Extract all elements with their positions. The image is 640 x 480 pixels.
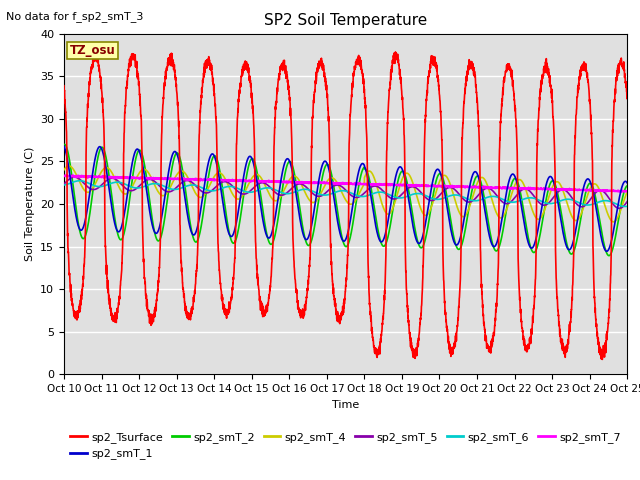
sp2_smT_5 [70, 174, 78, 180]
sp2_smT_1 [570, 237, 577, 243]
sp2_smT_1 [181, 193, 189, 199]
sp2_smT_4 [411, 185, 419, 191]
sp2_smT_5 [411, 184, 419, 190]
sp2_smT_6 [218, 186, 225, 192]
Line: sp2_smT_7: sp2_smT_7 [64, 175, 627, 192]
sp2_smT_7 [401, 183, 408, 189]
sp2_smT_7 [623, 189, 631, 195]
sp2_smT_5 [181, 178, 189, 184]
sp2_smT_4 [60, 167, 68, 173]
sp2_smT_4 [623, 189, 631, 194]
sp2_smT_7 [623, 189, 631, 194]
sp2_Tsurface [218, 289, 225, 295]
sp2_smT_2 [605, 253, 612, 259]
sp2_Tsurface [181, 302, 189, 308]
Line: sp2_smT_6: sp2_smT_6 [64, 181, 627, 206]
sp2_smT_6 [623, 204, 631, 209]
sp2_smT_4 [570, 216, 578, 222]
Line: sp2_smT_5: sp2_smT_5 [64, 177, 627, 208]
sp2_smT_2 [411, 224, 419, 229]
sp2_Tsurface [91, 48, 99, 54]
sp2_smT_7 [60, 173, 68, 179]
sp2_smT_1 [603, 249, 611, 254]
sp2_smT_2 [623, 183, 631, 189]
sp2_smT_1 [623, 180, 631, 186]
sp2_smT_2 [60, 142, 68, 147]
Text: No data for f_sp2_smT_3: No data for f_sp2_smT_3 [6, 11, 144, 22]
sp2_smT_5 [623, 199, 631, 204]
sp2_smT_6 [60, 182, 68, 188]
X-axis label: Time: Time [332, 400, 359, 409]
Title: SP2 Soil Temperature: SP2 Soil Temperature [264, 13, 428, 28]
Y-axis label: Soil Temperature (C): Soil Temperature (C) [24, 147, 35, 261]
Line: sp2_smT_2: sp2_smT_2 [64, 144, 627, 256]
Text: TZ_osu: TZ_osu [70, 44, 115, 57]
sp2_smT_5 [60, 181, 68, 187]
sp2_smT_2 [401, 171, 408, 177]
sp2_Tsurface [60, 83, 68, 89]
sp2_smT_6 [623, 204, 631, 209]
sp2_smT_1 [401, 174, 408, 180]
sp2_smT_5 [218, 180, 225, 185]
sp2_Tsurface [598, 357, 606, 362]
sp2_smT_6 [76, 178, 84, 184]
sp2_smT_6 [570, 198, 578, 204]
sp2_Tsurface [411, 355, 419, 361]
sp2_smT_6 [401, 194, 408, 200]
sp2_smT_4 [181, 170, 189, 176]
sp2_smT_7 [218, 178, 225, 183]
sp2_smT_2 [570, 248, 578, 254]
sp2_Tsurface [401, 156, 408, 162]
sp2_smT_1 [218, 189, 225, 194]
sp2_smT_5 [623, 199, 631, 204]
sp2_smT_2 [61, 142, 68, 147]
sp2_smT_7 [411, 183, 419, 189]
sp2_smT_6 [621, 204, 629, 209]
Line: sp2_Tsurface: sp2_Tsurface [64, 51, 627, 360]
sp2_smT_2 [181, 182, 189, 188]
Legend: sp2_Tsurface, sp2_smT_1, sp2_smT_2, sp2_smT_4, sp2_smT_5, sp2_smT_6, sp2_smT_7: sp2_Tsurface, sp2_smT_1, sp2_smT_2, sp2_… [66, 428, 625, 464]
sp2_smT_4 [65, 163, 73, 169]
sp2_smT_2 [218, 178, 225, 184]
sp2_smT_5 [401, 189, 408, 194]
sp2_smT_7 [618, 189, 626, 195]
sp2_smT_7 [69, 172, 77, 178]
sp2_smT_4 [623, 189, 631, 195]
sp2_Tsurface [623, 92, 631, 97]
sp2_Tsurface [570, 237, 578, 242]
sp2_smT_2 [623, 183, 631, 189]
Line: sp2_smT_1: sp2_smT_1 [64, 146, 627, 252]
sp2_smT_4 [401, 172, 408, 178]
sp2_smT_6 [411, 191, 419, 197]
sp2_Tsurface [623, 93, 631, 98]
sp2_smT_4 [609, 219, 617, 225]
sp2_smT_5 [616, 205, 623, 211]
sp2_smT_7 [181, 176, 189, 182]
sp2_smT_5 [570, 198, 578, 204]
sp2_smT_4 [218, 171, 225, 177]
sp2_smT_1 [60, 144, 68, 149]
sp2_smT_6 [181, 184, 189, 190]
sp2_smT_7 [570, 187, 578, 193]
sp2_smT_1 [623, 180, 631, 185]
sp2_smT_1 [410, 230, 418, 236]
Line: sp2_smT_4: sp2_smT_4 [64, 166, 627, 222]
